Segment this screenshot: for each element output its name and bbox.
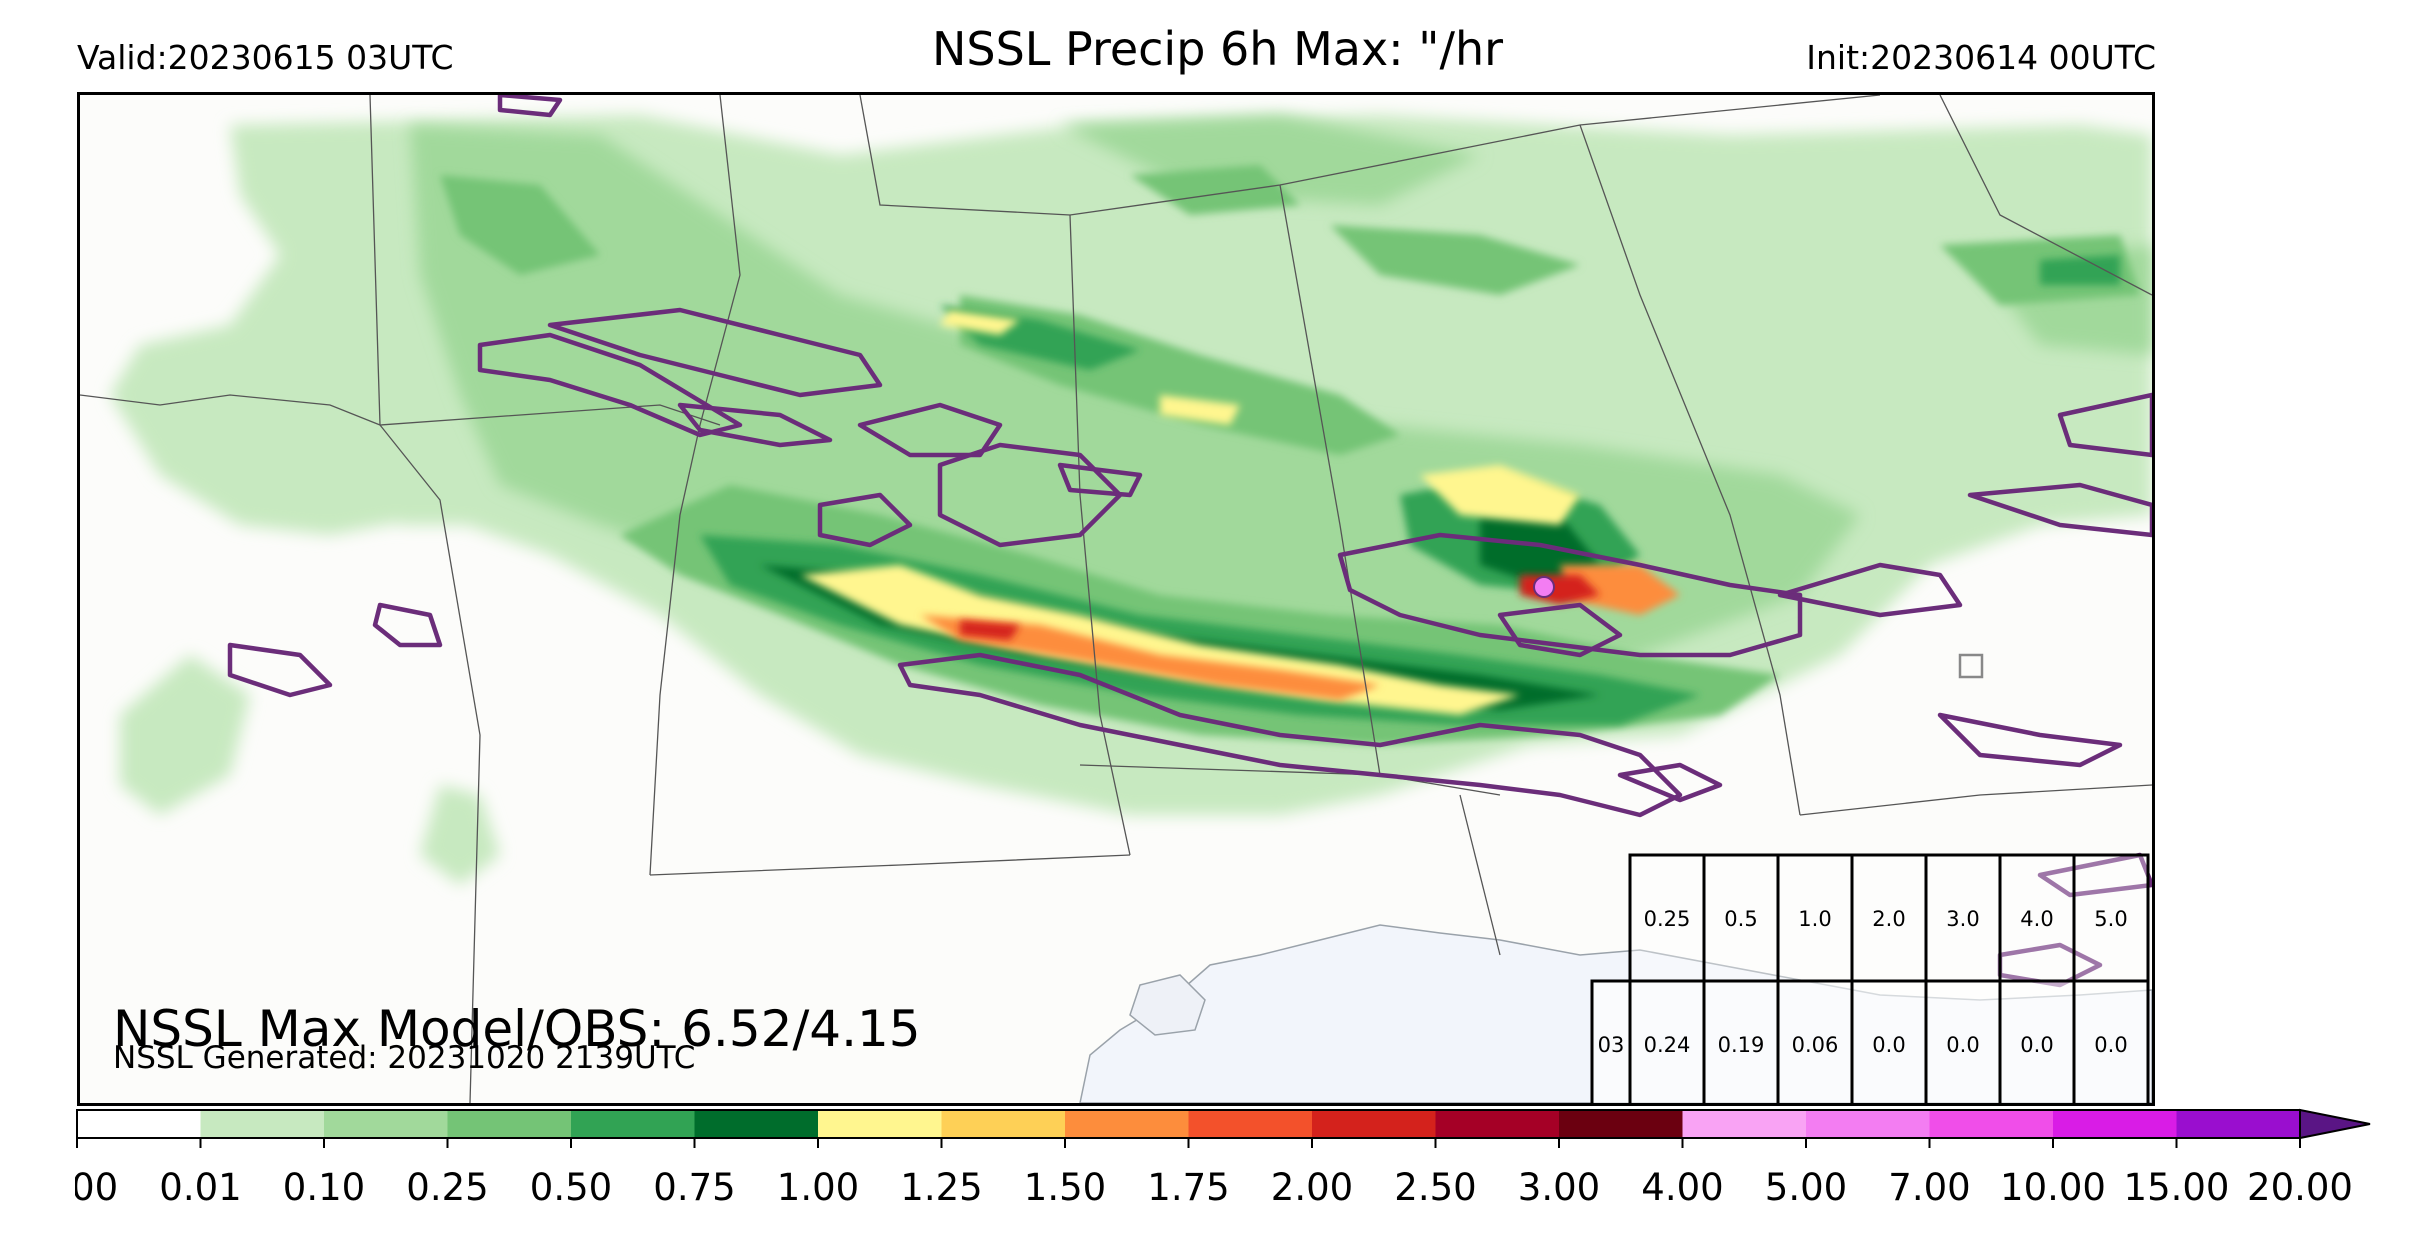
stats-threshold-cell: 4.0 bbox=[1998, 853, 2076, 983]
colorbar-swatch bbox=[1682, 1110, 1806, 1138]
precip-orange bbox=[920, 565, 1680, 700]
colorbar-swatch bbox=[324, 1110, 448, 1138]
stats-value: 0.0 bbox=[1946, 1033, 1979, 1057]
stats-value-cell: 0.0 bbox=[1998, 979, 2076, 1103]
colorbar-tick-label: 0.01 bbox=[159, 1166, 241, 1209]
colorbar-tick-label: 10.00 bbox=[2000, 1166, 2106, 1209]
stats-value-cell: 0.19 bbox=[1702, 979, 1780, 1103]
stats-threshold: 4.0 bbox=[2020, 907, 2053, 931]
stats-threshold: 3.0 bbox=[1946, 907, 1979, 931]
colorbar-tick-label: 3.00 bbox=[1518, 1166, 1600, 1209]
stats-table: 03 0.25 0.24 0.5 0.19 1.0 0.06 2.0 0.0 3.0 0.0 4.0 0… bbox=[1590, 853, 2150, 1103]
max-precip-peak bbox=[1533, 576, 1555, 598]
coast-bay bbox=[1129, 974, 1206, 1036]
stats-threshold-cell: 2.0 bbox=[1850, 853, 1928, 983]
colorbar-tick-label: 4.00 bbox=[1641, 1166, 1723, 1209]
colorbar-tick-label: 20.00 bbox=[2247, 1166, 2353, 1209]
precip-map: 03 0.25 0.24 0.5 0.19 1.0 0.06 2.0 0.0 3.0 0.0 4.0 0… bbox=[77, 92, 2155, 1106]
max-model-obs-label: NSSL Max Model/OBS: 6.52/4.15 bbox=[113, 1000, 921, 1058]
stats-value-cell: 0.0 bbox=[1924, 979, 2002, 1103]
colorbar-swatch bbox=[200, 1110, 324, 1138]
colorbar-swatch bbox=[77, 1110, 201, 1138]
colorbar-tick-label: 0.00 bbox=[75, 1166, 118, 1209]
colorbar-swatch bbox=[1929, 1110, 2053, 1138]
colorbar-tick-label: 5.00 bbox=[1765, 1166, 1847, 1209]
stats-value: 0.0 bbox=[2094, 1033, 2127, 1057]
colorbar-tick-label: 0.50 bbox=[530, 1166, 612, 1209]
precip-yellow bbox=[800, 310, 1580, 715]
colorbar-extend-arrow bbox=[2299, 1108, 2371, 1140]
colorbar-swatch bbox=[2053, 1110, 2177, 1138]
colorbar-swatch bbox=[941, 1110, 1065, 1138]
map-title: NSSL Precip 6h Max: "/hr bbox=[931, 22, 1504, 76]
stats-row-label-cell: 03 bbox=[1590, 979, 1632, 1103]
stats-threshold: 0.25 bbox=[1644, 907, 1691, 931]
stats-threshold-cell: 1.0 bbox=[1776, 853, 1854, 983]
colorbar-tick-label: 1.75 bbox=[1147, 1166, 1229, 1209]
colorbar-swatch bbox=[1559, 1110, 1683, 1138]
state-boundaries bbox=[80, 95, 2152, 1103]
colorbar-tick-label: 2.50 bbox=[1394, 1166, 1476, 1209]
stats-value: 0.19 bbox=[1718, 1033, 1765, 1057]
colorbar-swatch bbox=[1312, 1110, 1436, 1138]
stats-value-cell: 0.0 bbox=[2072, 979, 2150, 1103]
colorbar-swatch bbox=[1806, 1110, 1930, 1138]
map-canvas: 03 0.25 0.24 0.5 0.19 1.0 0.06 2.0 0.0 3.0 0.0 4.0 0… bbox=[80, 95, 2152, 1103]
stats-value-cell: 0.06 bbox=[1776, 979, 1854, 1103]
stats-value: 0.0 bbox=[1872, 1033, 1905, 1057]
colorbar-swatch bbox=[2176, 1110, 2300, 1138]
colorbar-tick-label: 1.50 bbox=[1024, 1166, 1106, 1209]
colorbar-swatch bbox=[1435, 1110, 1559, 1138]
stats-row-label: 03 bbox=[1598, 1033, 1625, 1057]
stats-threshold: 0.5 bbox=[1724, 907, 1757, 931]
colorbar-swatch bbox=[1065, 1110, 1189, 1138]
valid-time-label: Valid:20230615 03UTC bbox=[77, 38, 454, 77]
station-marker bbox=[1958, 653, 1984, 679]
colorbar-tick-label: 7.00 bbox=[1888, 1166, 1970, 1209]
colorbar-tick-label: 1.25 bbox=[900, 1166, 982, 1209]
stats-threshold: 5.0 bbox=[2094, 907, 2127, 931]
stats-threshold-cell: 5.0 bbox=[2072, 853, 2150, 983]
stats-value-cell: 0.24 bbox=[1628, 979, 1706, 1103]
obs-contours bbox=[227, 95, 2152, 988]
stats-threshold-cell: 0.5 bbox=[1702, 853, 1780, 983]
colorbar-swatch bbox=[447, 1110, 571, 1138]
colorbar-swatch bbox=[571, 1110, 695, 1138]
generated-label: NSSL Generated: 20231020 2139UTC bbox=[113, 1040, 696, 1076]
colorbar-tick-label: 15.00 bbox=[2124, 1166, 2230, 1209]
stats-value: 0.06 bbox=[1792, 1033, 1839, 1057]
colorbar-swatch bbox=[694, 1110, 818, 1138]
stats-threshold: 1.0 bbox=[1798, 907, 1831, 931]
colorbar-swatch bbox=[818, 1110, 942, 1138]
colorbar-swatch bbox=[1188, 1110, 1312, 1138]
colorbar: 0.00 0.01 0.10 0.25 0.50 0.75 1.00 1.25 1.50 1.75… bbox=[75, 1108, 2371, 1209]
stats-value: 0.24 bbox=[1644, 1033, 1691, 1057]
stats-threshold-cell: 3.0 bbox=[1924, 853, 2002, 983]
stats-threshold-cell: 0.25 bbox=[1628, 853, 1706, 983]
colorbar-tick-label: 0.75 bbox=[653, 1166, 735, 1209]
stats-threshold: 2.0 bbox=[1872, 907, 1905, 931]
stats-value-cell: 0.0 bbox=[1850, 979, 1928, 1103]
colorbar-tick-label: 1.00 bbox=[777, 1166, 859, 1209]
colorbar-tick-label: 0.10 bbox=[283, 1166, 365, 1209]
colorbar-tick-label: 0.25 bbox=[406, 1166, 488, 1209]
stats-value: 0.0 bbox=[2020, 1033, 2053, 1057]
init-time-label: Init:20230614 00UTC bbox=[1806, 38, 2156, 77]
colorbar-tick-label: 2.00 bbox=[1271, 1166, 1353, 1209]
